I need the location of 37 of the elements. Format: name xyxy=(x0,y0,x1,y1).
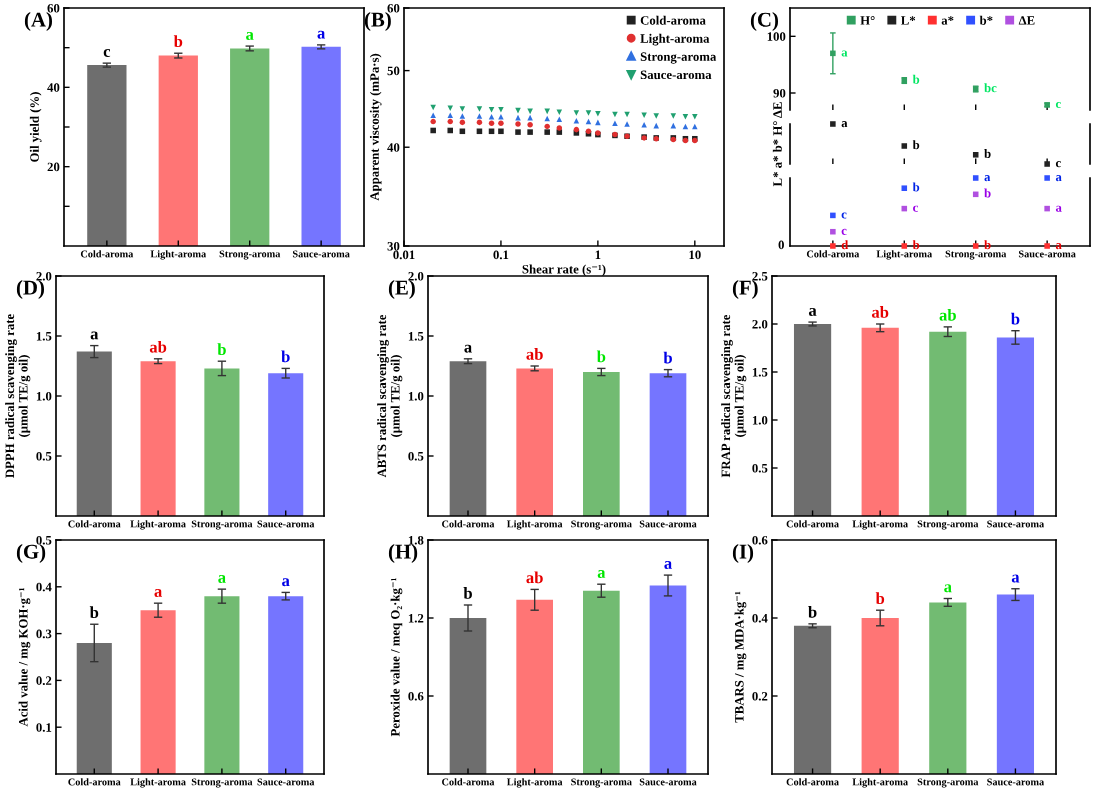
annotation: c xyxy=(103,48,111,57)
annotation: a xyxy=(1011,574,1020,583)
annotation: b xyxy=(808,605,817,618)
chart-title: (D) xyxy=(16,280,44,299)
annotation: a xyxy=(944,584,952,593)
annotation: a xyxy=(317,30,326,39)
annotation: a xyxy=(218,574,226,583)
chart-title: (H) xyxy=(388,544,418,563)
chart-title: (I) xyxy=(732,544,754,563)
annotation: ab xyxy=(149,340,167,353)
annotation: a xyxy=(246,31,254,40)
annotation: b xyxy=(217,343,226,356)
annotation: b xyxy=(663,351,672,364)
chart-title: (B) xyxy=(364,12,391,31)
annotation: ab xyxy=(526,348,543,360)
annotation: b xyxy=(596,350,606,363)
annotation: ab xyxy=(939,308,956,321)
annotation: ab xyxy=(526,571,543,584)
annotation: ab xyxy=(871,306,889,318)
annotation: b xyxy=(173,35,183,48)
chart-title: (C) xyxy=(750,12,778,31)
chart-title: (F) xyxy=(732,280,758,299)
chart-title: (E) xyxy=(388,280,415,299)
annotation: a xyxy=(282,578,290,587)
annotation: a xyxy=(597,570,606,579)
chart-title: (A) xyxy=(24,12,52,31)
annotation: a xyxy=(464,344,472,353)
annotation: a xyxy=(808,307,817,316)
annotation: b xyxy=(281,350,290,363)
chart-title: (G) xyxy=(16,544,46,563)
annotation: b xyxy=(463,587,472,599)
annotation: a xyxy=(90,331,99,340)
annotation: a xyxy=(154,589,163,598)
annotation: b xyxy=(89,606,99,619)
annotation: b xyxy=(1011,312,1020,325)
annotation: a xyxy=(664,560,672,569)
annotation: b xyxy=(875,592,885,605)
